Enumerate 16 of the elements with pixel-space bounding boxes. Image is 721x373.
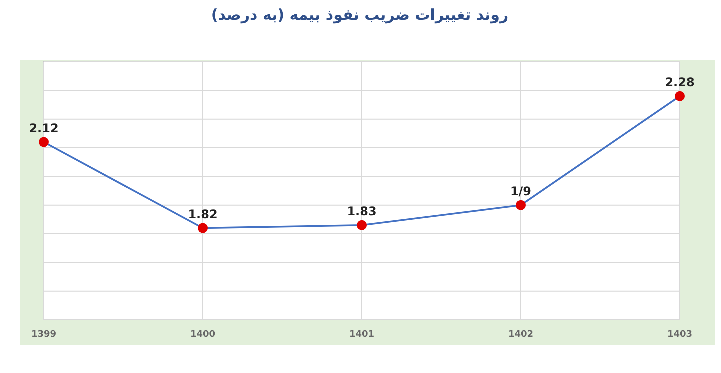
data-label: 1/9 (510, 184, 532, 198)
x-tick-label: 1403 (667, 330, 693, 340)
point (675, 91, 685, 102)
data-label: 2.12 (29, 121, 59, 136)
x-tick-label: 1400 (190, 330, 216, 340)
chart-title: روند تغییرات ضریب نفوذ بیمه (به درصد) (211, 6, 509, 24)
point (357, 220, 367, 230)
data-label: 1.83 (347, 204, 377, 218)
x-tick-label: 1401 (349, 330, 375, 340)
data-label: 1.82 (188, 207, 218, 222)
x-tick-label: 1399 (31, 330, 57, 340)
point (39, 137, 49, 148)
point (198, 223, 208, 234)
point (516, 200, 526, 210)
data-label: 2.28 (665, 75, 695, 90)
x-tick-label: 1402 (508, 330, 534, 340)
